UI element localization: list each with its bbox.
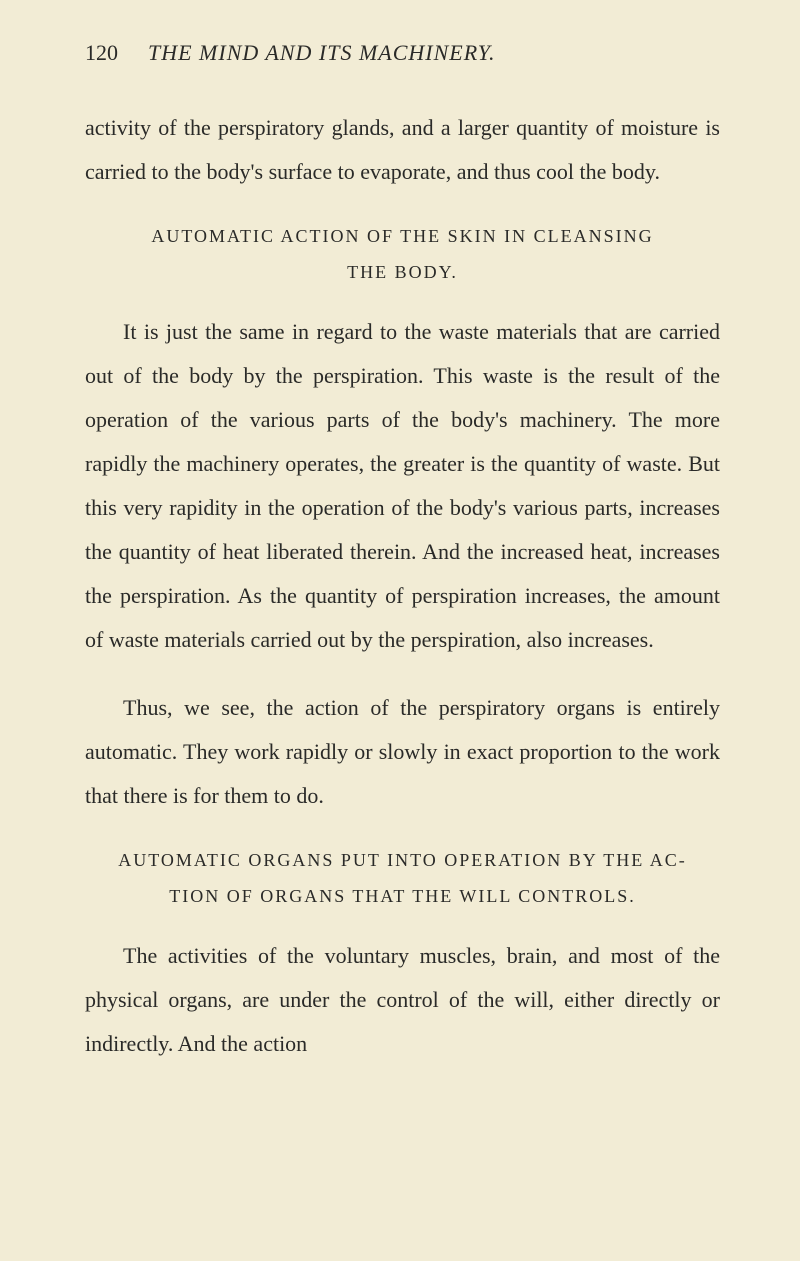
heading-line: THE BODY. <box>85 254 720 290</box>
heading-line: AUTOMATIC ORGANS PUT INTO OPERATION BY T… <box>85 842 720 878</box>
paragraph-1: activity of the perspiratory glands, and… <box>85 106 720 194</box>
heading-line: AUTOMATIC ACTION OF THE SKIN IN CLEANSIN… <box>85 218 720 254</box>
heading-line: TION OF ORGANS THAT THE WILL CONTROLS. <box>85 878 720 914</box>
paragraph-2: It is just the same in regard to the was… <box>85 310 720 662</box>
running-title: THE MIND AND ITS MACHINERY. <box>148 40 495 66</box>
section-heading-2: AUTOMATIC ORGANS PUT INTO OPERATION BY T… <box>85 842 720 914</box>
paragraph-4: The activities of the voluntary muscles,… <box>85 934 720 1066</box>
page-number: 120 <box>85 40 118 66</box>
section-heading-1: AUTOMATIC ACTION OF THE SKIN IN CLEANSIN… <box>85 218 720 290</box>
paragraph-3: Thus, we see, the action of the perspira… <box>85 686 720 818</box>
page-header: 120 THE MIND AND ITS MACHINERY. <box>85 40 720 66</box>
